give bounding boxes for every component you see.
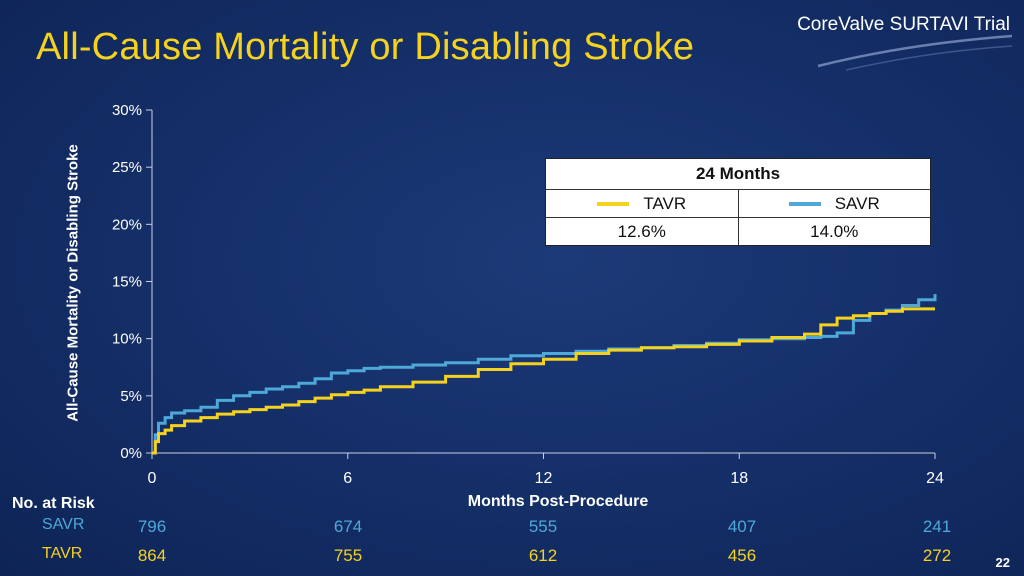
legend-value-savr: 14.0% xyxy=(737,218,931,245)
x-axis-title: Months Post-Procedure xyxy=(467,493,649,510)
at-risk-value: 241 xyxy=(922,517,952,536)
legend-name-savr: SAVR xyxy=(834,194,880,213)
series-line-tavr xyxy=(152,307,935,455)
y-tick-label: 15% xyxy=(112,274,142,291)
y-tick-label: 5% xyxy=(120,388,142,405)
y-tick-label: 25% xyxy=(112,159,142,176)
at-risk-value: 555 xyxy=(528,517,558,536)
brand-logo-text: CoreValve SURTAVI Trial xyxy=(797,14,1010,35)
x-tick-label: 18 xyxy=(730,470,748,487)
x-tick-label: 0 xyxy=(148,470,157,487)
legend-entry-tavr: TAVR xyxy=(546,190,738,217)
x-tick-label: 12 xyxy=(535,470,553,487)
at-risk-value: 272 xyxy=(922,546,952,565)
x-tick-label: 6 xyxy=(343,470,352,487)
brand-swoosh-icon xyxy=(817,34,1013,71)
legend-values-row: 12.6% 14.0% xyxy=(546,217,930,245)
at-risk-label: No. at Risk xyxy=(12,495,95,512)
at-risk-value: 674 xyxy=(333,517,363,536)
at-risk-value: 864 xyxy=(137,546,167,565)
legend-name-tavr: TAVR xyxy=(643,194,687,213)
tavr-swatch-icon xyxy=(597,201,630,206)
at-risk-value: 796 xyxy=(137,517,167,536)
page-number: 22 xyxy=(995,555,1010,570)
at-risk-value: 456 xyxy=(727,546,757,565)
savr-swatch-icon xyxy=(788,201,821,206)
y-tick-label: 20% xyxy=(112,216,142,233)
legend-header: 24 Months xyxy=(546,159,930,190)
at-risk-row-label: SAVR xyxy=(42,516,85,533)
at-risk-row-label: TAVR xyxy=(42,545,83,562)
slide-title: All-Cause Mortality or Disabling Stroke xyxy=(36,26,695,68)
y-tick-label: 30% xyxy=(112,102,142,119)
y-tick-label: 10% xyxy=(112,331,142,348)
legend-entry-savr: SAVR xyxy=(737,190,931,217)
legend-names-row: TAVR SAVR xyxy=(546,190,930,217)
at-risk-value: 612 xyxy=(528,546,558,565)
legend-table: 24 Months TAVR SAVR 12.6% 14.0% xyxy=(545,158,931,246)
at-risk-value: 407 xyxy=(727,517,757,536)
at-risk-value: 755 xyxy=(333,546,363,565)
legend-value-tavr: 12.6% xyxy=(617,222,666,241)
series-line-savr xyxy=(152,294,937,455)
x-tick-label: 24 xyxy=(926,470,944,487)
y-tick-label: 0% xyxy=(120,445,142,462)
